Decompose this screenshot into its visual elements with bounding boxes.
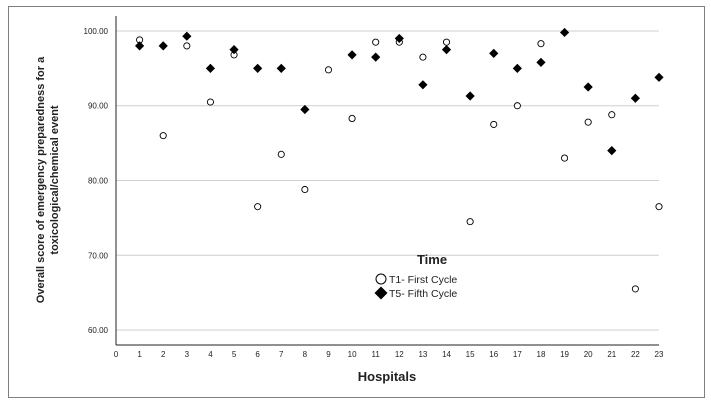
data-point-t1 <box>159 132 167 140</box>
chart-frame <box>8 6 705 398</box>
data-point-t5 <box>536 57 546 67</box>
data-point-t1 <box>324 66 333 74</box>
data-point-t1 <box>537 40 545 48</box>
x-axis-title: Hospitals <box>358 369 417 384</box>
axes <box>115 16 659 346</box>
data-point-t1 <box>513 102 521 110</box>
data-point-t1 <box>301 185 309 194</box>
x-tick-label: 12 <box>395 350 404 359</box>
data-point-t1 <box>372 38 380 46</box>
x-tick-label: 14 <box>442 350 451 359</box>
legend-label-t1: T1- First Cycle <box>389 274 457 286</box>
data-point-t5 <box>607 145 617 156</box>
data-point-t1 <box>348 114 356 122</box>
data-point-t1 <box>584 118 592 126</box>
x-tick-label: 5 <box>232 350 237 359</box>
data-point-t1 <box>206 98 214 106</box>
data-point-t5 <box>559 27 570 38</box>
data-point-t5 <box>276 63 286 73</box>
x-tick-label: 15 <box>466 350 475 359</box>
x-tick-label: 20 <box>584 350 593 359</box>
data-point-t1 <box>561 154 569 162</box>
legend-label-t5: T5- Fifth Cycle <box>389 288 457 300</box>
data-point-t5 <box>465 91 475 101</box>
x-tick-label: 22 <box>631 350 640 359</box>
grid-lines <box>116 30 659 331</box>
x-tick-label: 6 <box>255 350 260 359</box>
x-tick-label: 17 <box>513 350 522 359</box>
x-tick-label: 21 <box>607 350 616 359</box>
x-tick-label: 11 <box>372 350 381 359</box>
x-tick-label: 2 <box>161 350 166 359</box>
data-point-t5 <box>630 93 640 103</box>
data-point-t5 <box>583 82 593 92</box>
data-point-t5 <box>418 80 428 90</box>
data-point-t1 <box>254 203 262 211</box>
data-points <box>135 27 664 293</box>
data-point-t1 <box>277 150 285 158</box>
x-tick-label: 7 <box>279 350 284 359</box>
data-point-t5 <box>205 63 216 73</box>
x-tick-labels: 0 1 2 3 4 5 6 7 8 9 10 11 12 13 14 15 16 17 18 19 20 21 22 23 <box>114 350 664 359</box>
x-tick-label: 9 <box>326 350 331 359</box>
data-point-t5 <box>347 50 357 60</box>
x-tick-label: 0 <box>114 350 119 359</box>
x-tick-label: 10 <box>348 350 357 359</box>
data-point-t5 <box>489 48 499 58</box>
y-tick-label: 70.00 <box>88 251 109 260</box>
x-tick-label: 3 <box>185 350 190 359</box>
data-point-t1 <box>655 203 663 211</box>
data-point-t5 <box>654 72 664 82</box>
legend: Time T1- First Cycle T5- Fifth Cycle <box>374 252 457 300</box>
x-tick-label: 8 <box>303 350 308 359</box>
data-point-t1 <box>419 53 427 61</box>
y-axis-title-line-2: toxicological/chemical event <box>49 105 61 255</box>
data-point-t1 <box>490 120 498 128</box>
data-point-t1 <box>608 111 616 119</box>
x-tick-label: 23 <box>655 350 664 359</box>
data-point-t5 <box>229 45 239 55</box>
y-tick-label: 90.00 <box>88 102 109 111</box>
data-point-t5 <box>253 63 263 73</box>
data-point-t5 <box>441 45 452 55</box>
x-tick-label: 13 <box>418 350 427 359</box>
legend-marker-t1 <box>375 273 387 285</box>
x-tick-label: 4 <box>208 350 213 359</box>
x-tick-label: 19 <box>560 350 569 359</box>
y-tick-labels: 60.00 70.00 80.00 90.00 100.00 <box>84 27 109 335</box>
x-tick-label: 1 <box>137 350 142 359</box>
data-point-t5 <box>182 31 192 41</box>
legend-title: Time <box>417 252 447 267</box>
data-point-t1 <box>183 42 191 50</box>
x-tick-label: 18 <box>537 350 546 359</box>
x-tick-label: 16 <box>489 350 498 359</box>
data-point-t1 <box>442 38 451 46</box>
data-point-t5 <box>300 104 310 115</box>
y-tick-label: 60.00 <box>88 326 109 335</box>
data-point-t5 <box>371 52 381 62</box>
y-tick-label: 100.00 <box>84 27 109 36</box>
data-point-t5 <box>512 63 522 73</box>
data-point-t5 <box>394 33 404 44</box>
data-point-t1 <box>631 285 639 293</box>
data-point-t5 <box>158 41 168 51</box>
data-point-t5 <box>135 41 145 51</box>
y-axis-title-line-1: Overall score of emergency preparedness … <box>35 56 47 303</box>
y-tick-label: 80.00 <box>88 177 109 186</box>
legend-marker-t5 <box>374 286 388 300</box>
data-point-t1 <box>466 218 474 226</box>
